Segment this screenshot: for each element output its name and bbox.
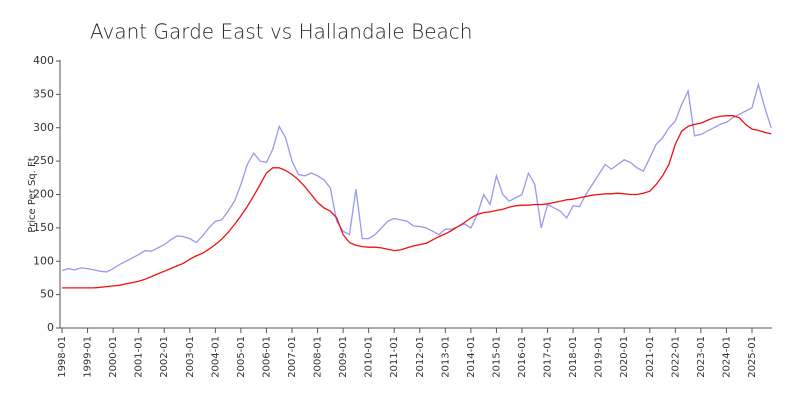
x-tick-label: 2004-01 xyxy=(210,336,221,378)
x-tick-label: 2010-01 xyxy=(364,336,375,378)
x-tick-label: 2021-01 xyxy=(645,336,656,378)
x-tick-label: 2024-01 xyxy=(721,336,732,378)
x-tick-label: 2013-01 xyxy=(440,336,451,378)
y-tick-label: 400 xyxy=(33,54,54,67)
x-tick-label: 2022-01 xyxy=(670,336,681,378)
x-tick-label: 2000-01 xyxy=(108,336,119,378)
x-tick-label: 2003-01 xyxy=(185,336,196,378)
x-tick-label: 2008-01 xyxy=(313,336,324,378)
x-tick-label: 2012-01 xyxy=(415,336,426,378)
x-tick-label: 2011-01 xyxy=(389,336,400,378)
x-tick-label: 2005-01 xyxy=(236,336,247,378)
x-tick-label: 2025-01 xyxy=(747,336,758,378)
x-tick-label: 2016-01 xyxy=(517,336,528,378)
chart-title: Avant Garde East vs Hallandale Beach xyxy=(90,20,472,44)
y-tick-label: 300 xyxy=(33,121,54,134)
y-tick-label: 250 xyxy=(33,154,54,167)
x-tick-label: 2006-01 xyxy=(261,336,272,378)
x-tick-label: 2007-01 xyxy=(287,336,298,378)
data-line xyxy=(62,115,772,289)
y-tick-label: 150 xyxy=(33,221,54,234)
x-tick-label: 1998-01 xyxy=(57,336,68,378)
x-tick-label: 2009-01 xyxy=(338,336,349,378)
x-tick-label: 2017-01 xyxy=(543,336,554,378)
data-line xyxy=(61,81,772,273)
x-tick-label: 2018-01 xyxy=(568,336,579,378)
y-axis-label: Price Per Sq. Ft xyxy=(27,157,38,232)
x-tick-label: 2019-01 xyxy=(594,336,605,378)
y-tick-label: 200 xyxy=(33,188,54,201)
x-tick-label: 2001-01 xyxy=(134,336,145,378)
x-tick-label: 1999-01 xyxy=(83,336,94,378)
x-tick-label: 2014-01 xyxy=(466,336,477,378)
x-tick-label: 2023-01 xyxy=(696,336,707,378)
x-tick-label: 2015-01 xyxy=(491,336,502,378)
y-tick-label: 350 xyxy=(33,87,54,100)
x-tick-label: 2002-01 xyxy=(159,336,170,378)
y-tick-label: 0 xyxy=(47,321,54,334)
y-tick-label: 100 xyxy=(33,254,54,267)
x-tick-label: 2020-01 xyxy=(619,336,630,378)
y-tick-label: 50 xyxy=(40,288,54,301)
